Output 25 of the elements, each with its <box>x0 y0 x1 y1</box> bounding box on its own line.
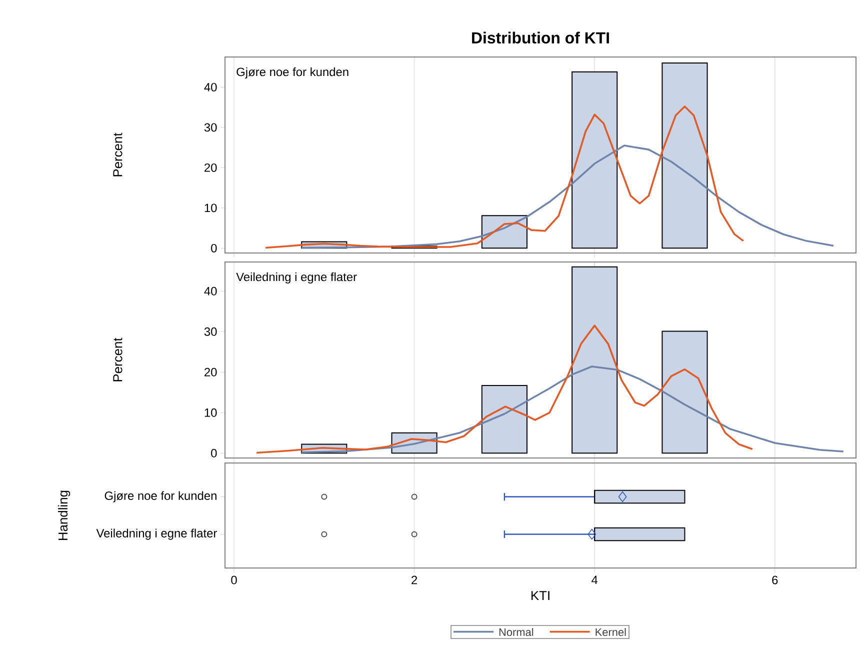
y-axis-title: Percent <box>113 338 122 382</box>
chart-title: Distribution of KTI <box>472 32 609 44</box>
y-tick-label: 40 <box>204 286 217 296</box>
x-tick-label: 6 <box>772 576 778 584</box>
y-tick-label: 20 <box>204 163 217 172</box>
y-tick-label: 10 <box>204 408 217 417</box>
annotation: Gjøre noe for kunden <box>236 67 348 79</box>
legend-label: Kernel <box>596 628 626 636</box>
y-axis-title: Percent <box>113 132 122 176</box>
x-axis-title: KTI <box>531 591 550 600</box>
annotation: Veiledning i egne flater <box>236 272 357 284</box>
x-tick-label: 4 <box>592 576 598 584</box>
y-tick-label: 20 <box>204 368 217 376</box>
y-axis-title: Handling <box>58 490 70 540</box>
y-tick-label: Veiledning i egne flater <box>96 528 217 540</box>
x-tick-label: 0 <box>231 576 237 584</box>
y-tick-label: Gjøre noe for kunden <box>104 491 216 502</box>
y-tick-label: 40 <box>204 82 217 92</box>
y-tick-label: 30 <box>204 123 217 132</box>
legend-label: Normal <box>499 628 534 636</box>
x-tick-label: 2 <box>412 576 418 584</box>
y-tick-label: 0 <box>211 244 217 252</box>
y-tick-label: 0 <box>211 448 217 458</box>
y-tick-label: 30 <box>204 327 217 336</box>
y-tick-label: 10 <box>204 204 217 212</box>
